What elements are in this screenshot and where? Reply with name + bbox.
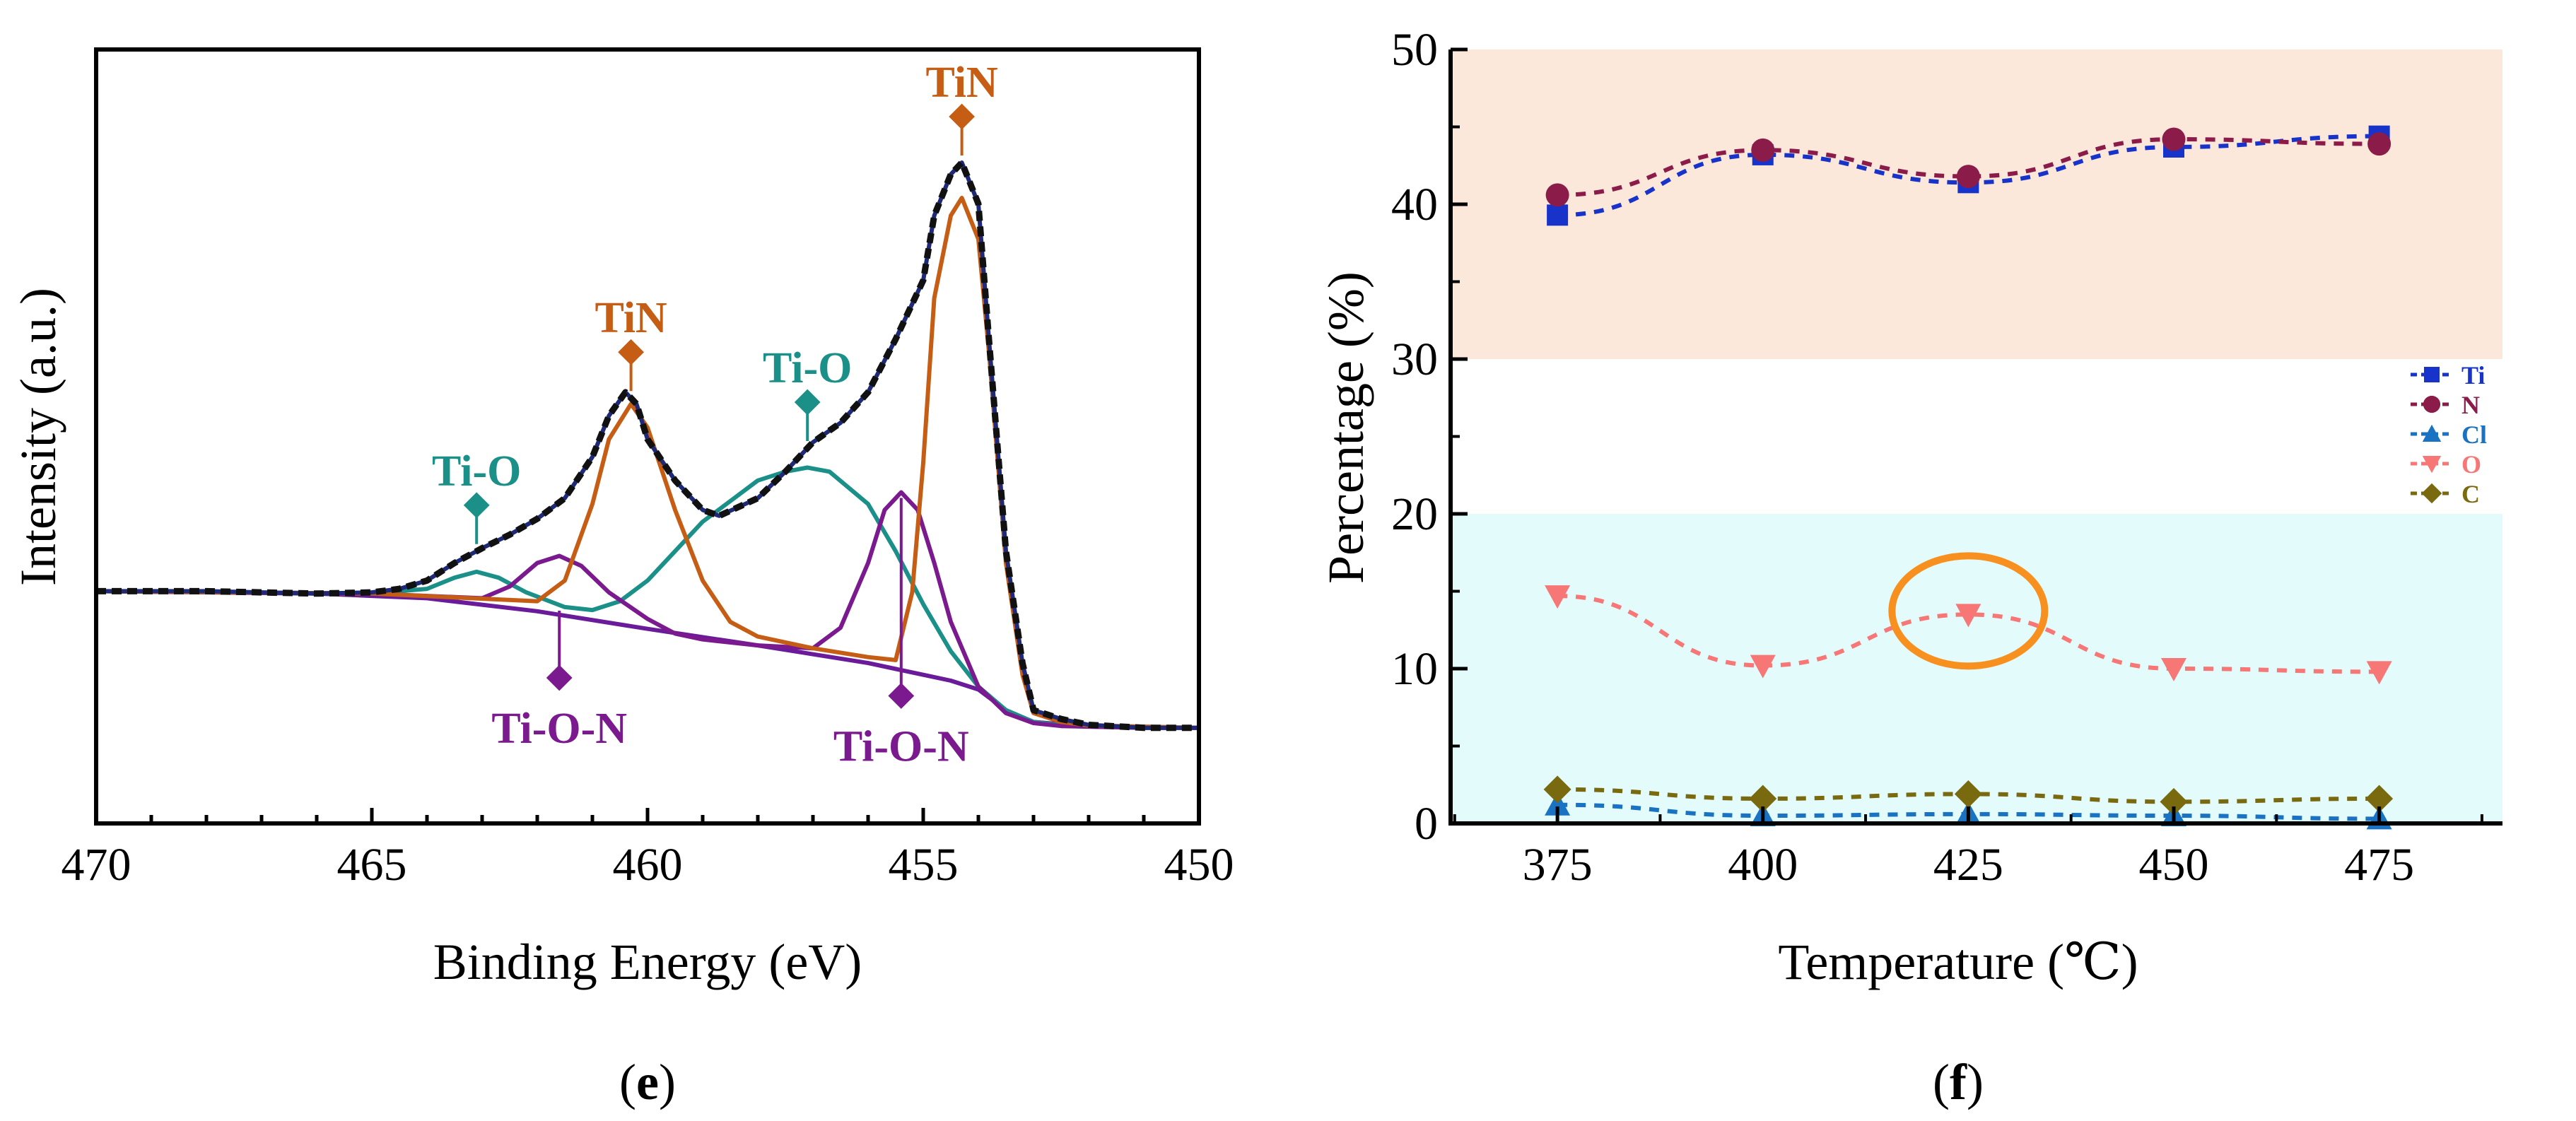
composition-point-o bbox=[2161, 658, 2186, 681]
legend-label-c: C bbox=[2461, 480, 2480, 508]
composition-point-c bbox=[2365, 785, 2394, 813]
composition-point-n bbox=[1956, 165, 1980, 189]
composition-series-group bbox=[1543, 125, 2394, 830]
composition-point-cl bbox=[1545, 792, 1571, 816]
composition-point-o bbox=[1545, 585, 1571, 609]
highlight-ellipse bbox=[1888, 552, 2049, 670]
xps-annotation-marker bbox=[618, 339, 644, 365]
xps-x-axis-label: Binding Energy (eV) bbox=[433, 934, 862, 990]
composition-y-tick-label: 20 bbox=[1391, 488, 1438, 540]
legend-marker-o bbox=[2422, 456, 2442, 474]
composition-tick-group: 0 10 20 30 40 50 375 400 425 450 475 bbox=[1391, 24, 2502, 891]
composition-point-c bbox=[1954, 780, 1982, 808]
composition-y-axis-label: Percentage (%) bbox=[1318, 271, 1374, 584]
composition-line-n bbox=[1557, 137, 2379, 197]
xps-panel-label: (e) bbox=[619, 1054, 676, 1110]
xps-annotation-ti-o: Ti-O bbox=[432, 447, 521, 495]
composition-y-tick-label: 40 bbox=[1391, 179, 1438, 230]
xps-annotation-ti-o: Ti-O bbox=[763, 344, 852, 392]
composition-point-ti bbox=[1547, 204, 1569, 226]
legend-marker-cl bbox=[2422, 424, 2442, 442]
composition-point-n bbox=[1545, 183, 1569, 207]
composition-x-axis-label: Temperature (℃) bbox=[1778, 934, 2138, 990]
xps-annotation-tin: TiN bbox=[925, 59, 997, 107]
xps-annotation-group: TiN TiN Ti-O Ti-O Ti-O-N Ti-O-N bbox=[432, 59, 998, 770]
composition-point-c bbox=[1543, 775, 1571, 804]
composition-bands bbox=[1451, 49, 2502, 823]
legend-marker-ti bbox=[2424, 367, 2440, 382]
xps-annotation-marker bbox=[794, 389, 821, 416]
composition-x-tick-label: 425 bbox=[1933, 839, 2003, 891]
legend-label-ti: Ti bbox=[2461, 361, 2485, 389]
xps-x-tick-label: 465 bbox=[337, 839, 407, 891]
legend-label-cl: Cl bbox=[2461, 421, 2487, 449]
xps-annotation-marker bbox=[949, 103, 975, 130]
composition-y-tick-label: 50 bbox=[1391, 24, 1438, 76]
legend-marker-c bbox=[2421, 483, 2442, 504]
xps-annotation-tin: TiN bbox=[595, 294, 667, 342]
composition-point-c bbox=[2160, 787, 2188, 816]
xps-panel-letter: e bbox=[636, 1054, 659, 1110]
composition-point-n bbox=[1751, 138, 1775, 162]
xps-series-measured bbox=[96, 159, 1199, 732]
xps-annotation-marker bbox=[888, 683, 915, 709]
xps-x-tick-label: 450 bbox=[1164, 839, 1234, 891]
xps-annotation-marker bbox=[463, 492, 490, 519]
composition-point-o bbox=[1750, 655, 1776, 679]
legend-label-o: O bbox=[2461, 450, 2481, 479]
composition-y-tick-label: 30 bbox=[1391, 334, 1438, 385]
composition-x-tick-label: 475 bbox=[2344, 839, 2414, 891]
composition-point-o bbox=[1955, 604, 1981, 628]
composition-point-n bbox=[2162, 127, 2186, 151]
xps-series-group bbox=[95, 159, 1200, 732]
xps-x-tick-label: 455 bbox=[889, 839, 959, 891]
composition-y-tick-label: 10 bbox=[1391, 643, 1438, 695]
composition-y-tick-label: 0 bbox=[1415, 798, 1438, 850]
xps-annotation-marker bbox=[546, 664, 573, 691]
composition-panel-letter: f bbox=[1950, 1054, 1967, 1110]
composition-band bbox=[1451, 49, 2502, 359]
xps-x-tick-label: 470 bbox=[62, 839, 131, 891]
xps-series-ti-o-n bbox=[95, 490, 1199, 730]
legend-marker-n bbox=[2423, 395, 2441, 413]
composition-point-o bbox=[2366, 661, 2392, 685]
composition-x-tick-label: 450 bbox=[2139, 839, 2209, 891]
xps-annotation-ti-o-n: Ti-O-N bbox=[491, 705, 627, 753]
xps-y-axis-label: Intensity (a.u.) bbox=[10, 288, 66, 586]
composition-point-n bbox=[2367, 132, 2391, 156]
composition-point-c bbox=[1749, 785, 1777, 813]
composition-panel-label: (f) bbox=[1933, 1054, 1984, 1110]
composition-x-tick-label: 375 bbox=[1523, 839, 1593, 891]
xps-tick-group: 470 465 460 455 450 bbox=[62, 808, 1234, 891]
xps-x-tick-label: 460 bbox=[613, 839, 683, 891]
legend-label-n: N bbox=[2461, 391, 2480, 419]
xps-annotation-ti-o-n: Ti-O-N bbox=[833, 722, 969, 770]
composition-x-tick-label: 400 bbox=[1728, 839, 1798, 891]
